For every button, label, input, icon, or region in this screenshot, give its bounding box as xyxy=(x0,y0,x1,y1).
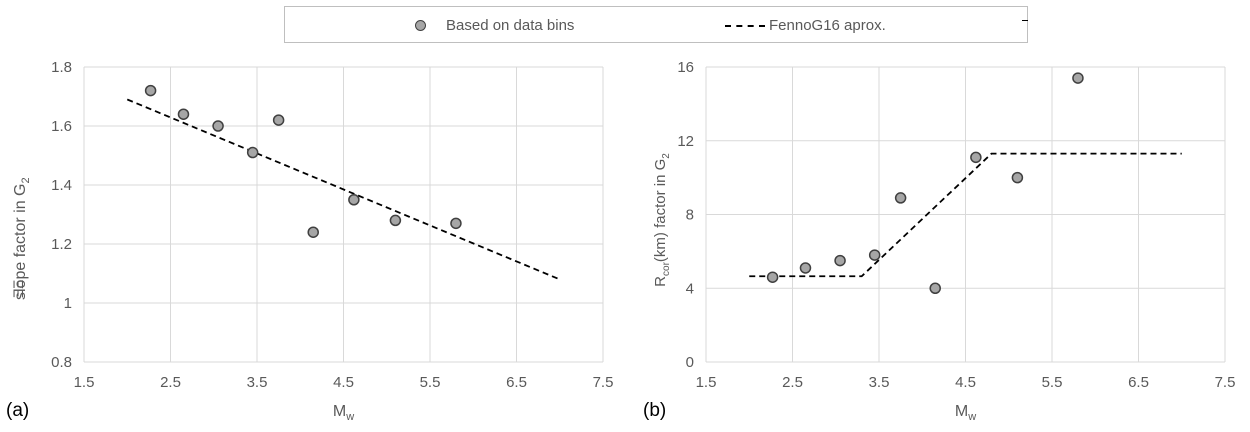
x-tick-label: 5.5 xyxy=(1042,374,1063,391)
x-axis-label: Mw xyxy=(955,403,976,423)
data-point xyxy=(389,214,402,227)
legend-item-data-bins: Based on data bins xyxy=(415,7,574,44)
data-point xyxy=(834,254,846,267)
panel-label-b: (b) xyxy=(643,400,667,421)
data-point xyxy=(1072,72,1084,84)
x-tick-label: 3.5 xyxy=(247,374,268,391)
data-point xyxy=(272,114,285,126)
y-tick-label: 1 xyxy=(64,295,72,312)
data-point xyxy=(1011,171,1024,184)
y-axis-label-overlay: ΞΞ xyxy=(10,280,26,298)
chart-panel-b: 1.5 2.5 3.5 4.5 5.5 6.5 7.5 0 4 8 12 16 Mw Rcor(km) f… xyxy=(652,59,1236,423)
x-tick-label: 6.5 xyxy=(506,374,527,391)
x-tick-label: 7.5 xyxy=(1215,374,1236,391)
y-axis-label: Rcor(km) factor in G2 xyxy=(652,153,672,287)
x-axis-label: Mw xyxy=(333,403,354,423)
x-tick-label: 5.5 xyxy=(420,374,441,391)
x-tick-label: 2.5 xyxy=(782,374,803,391)
y-tick-label: 1.4 xyxy=(51,177,72,194)
data-point xyxy=(144,84,157,97)
y-tick-label: 16 xyxy=(677,59,694,76)
y-tick-label: 0 xyxy=(686,354,694,371)
y-tick-label: 1.8 xyxy=(51,59,72,76)
legend-label-fennog16: FennoG16 aprox. xyxy=(769,17,886,34)
y-tick-label: 1.2 xyxy=(51,236,72,253)
x-tick-label: 6.5 xyxy=(1128,374,1149,391)
chart-panel-a: 1.5 2.5 3.5 4.5 5.5 6.5 7.5 0.8 1 1.2 1.4 1.6 1.8 Mw s… xyxy=(10,59,614,423)
y-tick-label: 1.6 xyxy=(51,118,72,135)
data-point xyxy=(212,120,224,132)
data-point xyxy=(766,271,779,283)
data-point xyxy=(246,146,259,159)
y-tick-label: 8 xyxy=(686,207,694,224)
data-point xyxy=(348,194,360,206)
legend-dashed-line-icon xyxy=(725,24,765,27)
fit-line-fennog16 xyxy=(126,98,561,281)
data-point xyxy=(799,262,812,274)
chart-legend: Based on data bins FennoG16 aprox. xyxy=(284,6,1028,43)
data-point xyxy=(307,226,319,238)
x-tick-label: 7.5 xyxy=(593,374,614,391)
y-axis-label: slope factor in G2 xyxy=(12,177,32,300)
x-tick-label: 4.5 xyxy=(333,374,354,391)
y-tick-label: 0.8 xyxy=(51,354,72,371)
legend-marker-icon xyxy=(415,20,426,31)
legend-item-fennog16: FennoG16 aprox. xyxy=(725,7,886,44)
legend-label-data-bins: Based on data bins xyxy=(446,17,575,34)
x-tick-label: 2.5 xyxy=(160,374,181,391)
data-point xyxy=(929,282,941,294)
data-point xyxy=(177,108,190,120)
x-tick-label: 3.5 xyxy=(869,374,890,391)
legend-tick-mark xyxy=(1022,20,1028,21)
y-tick-label: 4 xyxy=(686,280,694,297)
x-tick-label: 1.5 xyxy=(696,374,717,391)
y-tick-label: 12 xyxy=(677,133,694,150)
x-tick-label: 4.5 xyxy=(955,374,976,391)
x-tick-label: 1.5 xyxy=(74,374,95,391)
data-point xyxy=(450,217,462,230)
data-point xyxy=(970,151,982,164)
panel-label-a: (a) xyxy=(6,400,30,421)
data-point xyxy=(894,192,907,204)
fit-line-fennog16 xyxy=(749,152,1182,278)
data-point xyxy=(868,249,881,261)
